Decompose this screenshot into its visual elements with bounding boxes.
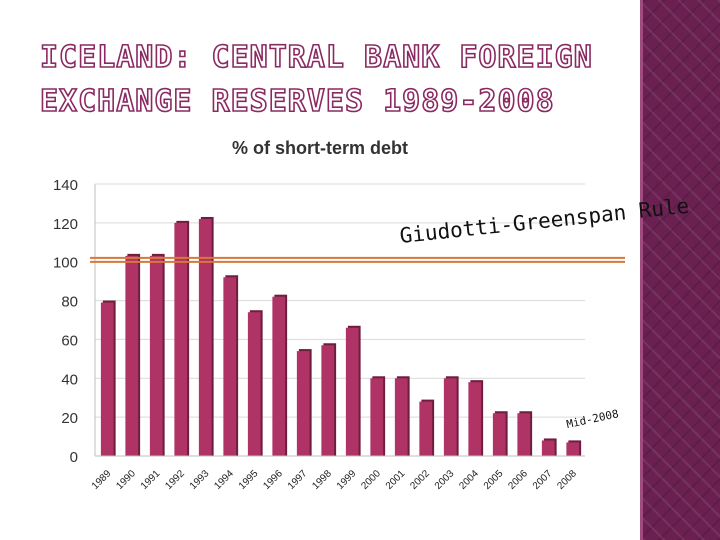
x-tick-label: 1990 (114, 468, 138, 492)
y-tick-label: 40 (61, 371, 78, 388)
bar (468, 382, 482, 456)
x-tick-label: 1997 (286, 468, 310, 492)
x-tick-label: 1993 (188, 468, 212, 492)
x-tick-label: 2007 (531, 468, 555, 492)
slide-title-line-2: EXCHANGE RESERVES 1989-2008 (39, 83, 555, 120)
x-tick-label: 1992 (163, 468, 187, 492)
x-tick-label: 1996 (261, 468, 285, 492)
bar (272, 296, 286, 456)
reference-line (90, 256, 625, 263)
y-tick-label: 0 (70, 449, 78, 466)
bar (566, 442, 580, 456)
y-tick-label: 100 (53, 255, 78, 272)
x-tick-label: 1995 (237, 468, 261, 492)
y-tick-label: 140 (53, 177, 78, 194)
chart-title: % of short-term debt (232, 138, 408, 158)
bar (223, 277, 237, 456)
bar (247, 312, 261, 456)
bar (492, 413, 506, 456)
bar (174, 222, 188, 456)
x-axis: 1989 1990 1991 1992 1993 1994 1995 1996 1997 1998… (90, 455, 585, 492)
bar (541, 440, 555, 456)
y-axis: 0 20 40 60 80 100 120 140 (53, 177, 96, 466)
y-tick-label: 80 (61, 294, 78, 311)
y-tick-label: 20 (61, 410, 78, 427)
x-tick-label: 2002 (408, 468, 432, 492)
side-panel-edge (640, 0, 643, 540)
bar (517, 413, 531, 456)
bar (394, 378, 408, 456)
y-tick-label: 120 (53, 216, 78, 233)
x-tick-label: 2000 (359, 468, 383, 492)
slide-title-line-1: ICELAND: CENTRAL BANK FOREIGN (39, 39, 593, 76)
x-tick-label: 2005 (482, 468, 506, 492)
x-tick-label: 2004 (457, 468, 481, 492)
bar (100, 302, 114, 456)
bar (321, 345, 335, 456)
bar (443, 378, 457, 456)
x-tick-label: 2003 (433, 468, 457, 492)
bar-series (100, 216, 582, 456)
x-tick-label: 1999 (335, 468, 359, 492)
slide-title: ICELAND: CENTRAL BANK FOREIGN EXCHANGE R… (39, 36, 640, 124)
x-tick-label: 1998 (310, 468, 334, 492)
y-tick-label: 60 (61, 332, 78, 349)
x-tick-label: 2001 (384, 468, 408, 492)
x-tick-label: 1989 (90, 468, 114, 492)
bar (370, 378, 384, 456)
bar (149, 255, 163, 456)
bar (198, 218, 212, 456)
x-tick-label: 1991 (139, 468, 163, 492)
x-tick-label: 2008 (555, 468, 579, 492)
x-tick-label: 1994 (212, 468, 236, 492)
decorative-side-panel (643, 0, 720, 540)
x-tick-label: 2006 (506, 468, 530, 492)
bar (125, 255, 139, 456)
bar (345, 327, 359, 456)
bar (296, 351, 310, 456)
bar (419, 401, 433, 456)
